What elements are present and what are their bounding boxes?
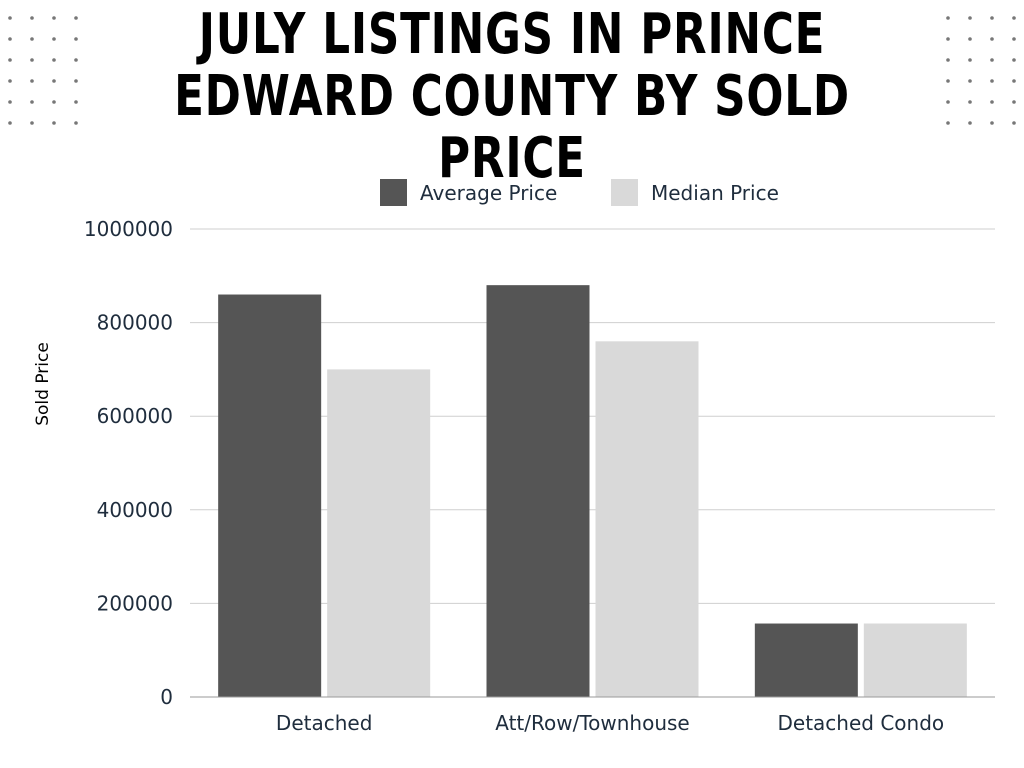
bars: [218, 285, 967, 697]
x-category-label: Detached: [276, 711, 372, 735]
legend: Average Price Median Price: [380, 179, 779, 206]
legend-swatch: [380, 179, 407, 206]
bar-average-price: [754, 623, 858, 697]
legend-label: Average Price: [420, 181, 557, 205]
bar-median-price: [595, 341, 699, 697]
gridlines: [190, 228, 995, 604]
bar-average-price: [218, 294, 322, 697]
x-category-label: Detached Condo: [778, 711, 945, 735]
dot-pattern-right: [946, 16, 1016, 125]
bar-average-price: [486, 285, 590, 697]
x-category-label: Att/Row/Townhouse: [495, 711, 689, 735]
y-axis-ticks: 0 200000 400000 600000 800000 1000000: [84, 217, 173, 709]
bar-median-price: [863, 623, 967, 697]
dot-pattern-left: [8, 16, 78, 125]
y-axis-label: Sold Price: [33, 342, 53, 426]
y-tick-label: 800000: [97, 311, 173, 335]
bar-median-price: [327, 369, 431, 697]
x-axis-categories: Detached Att/Row/Townhouse Detached Condo: [276, 711, 944, 735]
y-tick-label: 0: [160, 685, 173, 709]
legend-label: Median Price: [651, 181, 779, 205]
chart-title: JULY LISTINGS IN PRINCE EDWARD COUNTY BY…: [113, 4, 912, 190]
y-tick-label: 200000: [97, 591, 173, 615]
title-line-1: JULY LISTINGS IN PRINCE: [198, 2, 826, 67]
title-line-2: EDWARD COUNTY BY SOLD PRICE: [174, 64, 850, 191]
y-tick-label: 600000: [97, 404, 173, 428]
legend-swatch: [611, 179, 638, 206]
y-tick-label: 400000: [97, 498, 173, 522]
y-tick-label: 1000000: [84, 217, 173, 241]
